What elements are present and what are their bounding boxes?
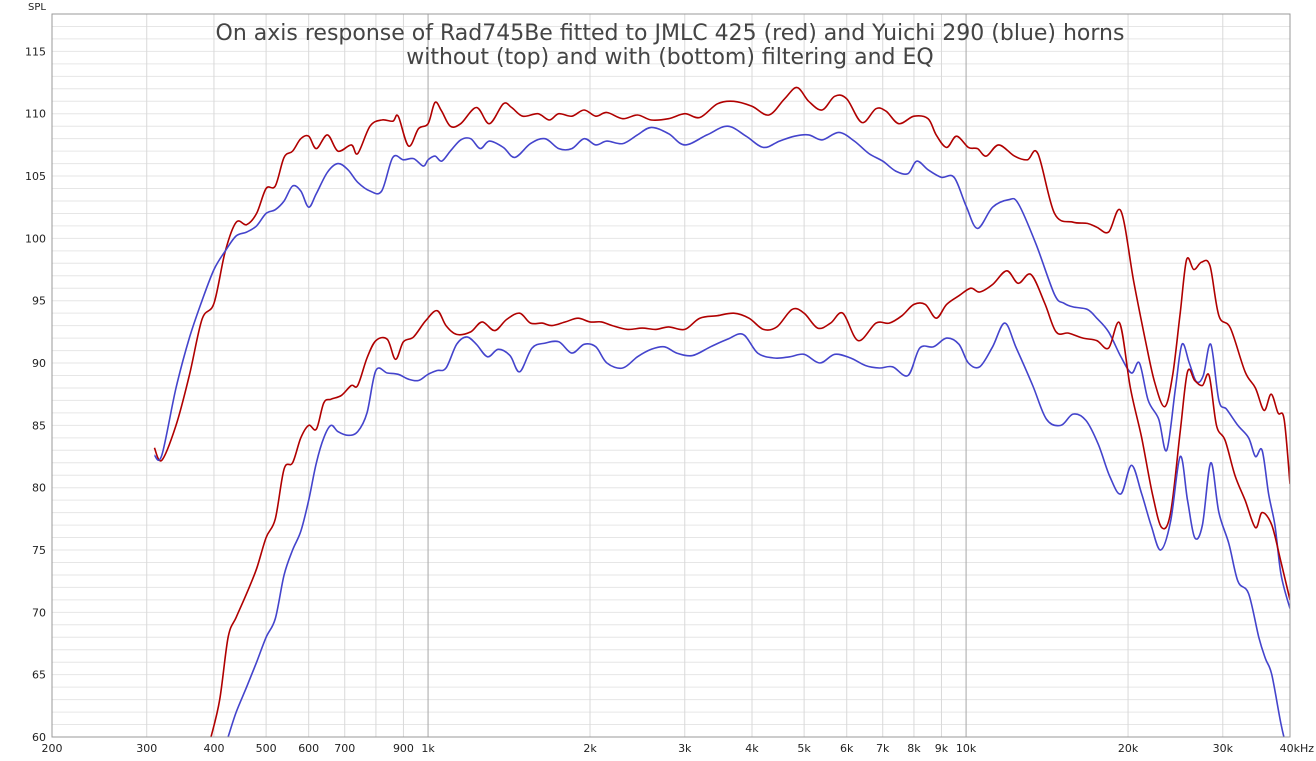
x-tick-label: 300 <box>136 742 157 755</box>
x-tick-label: 900 <box>393 742 414 755</box>
x-tick-label: 7k <box>876 742 890 755</box>
y-tick-label: 105 <box>25 170 46 183</box>
x-tick-label: 600 <box>298 742 319 755</box>
major-grid <box>427 14 967 737</box>
x-tick-label: 1k <box>421 742 435 755</box>
y-tick-label: 60 <box>32 731 46 744</box>
y-axis-ticks: 60 65 70 75 80 85 90 95 100 105 110 115 <box>25 45 46 744</box>
chart-title-line-2: without (top) and with (bottom) filterin… <box>406 45 933 70</box>
y-tick-label: 100 <box>25 232 46 245</box>
x-tick-label: 400 <box>203 742 224 755</box>
minor-grid <box>52 14 1290 737</box>
x-tick-label: 3k <box>678 742 692 755</box>
series-line <box>153 125 1290 609</box>
y-tick-label: 90 <box>32 357 46 370</box>
series-line <box>227 322 1285 737</box>
x-tick-label: 700 <box>334 742 355 755</box>
y-tick-label: 85 <box>32 419 46 432</box>
x-tick-label: 2k <box>583 742 597 755</box>
x-tick-label: 10k <box>956 742 977 755</box>
x-tick-label: 4k <box>745 742 759 755</box>
series-line <box>153 86 1290 485</box>
y-tick-label: 65 <box>32 669 46 682</box>
plot-frame <box>51 13 1291 738</box>
chart-title-line-1: On axis response of Rad745Be fitted to J… <box>216 21 1125 46</box>
x-tick-label: 9k <box>935 742 949 755</box>
x-tick-label: 6k <box>840 742 854 755</box>
y-axis-label: SPL <box>28 2 46 13</box>
response-curves <box>153 86 1290 737</box>
x-tick-label: 5k <box>797 742 811 755</box>
y-tick-label: 70 <box>32 606 46 619</box>
x-tick-label: 20k <box>1118 742 1139 755</box>
x-tick-label: 200 <box>42 742 63 755</box>
y-tick-label: 80 <box>32 482 46 495</box>
y-tick-label: 95 <box>32 295 46 308</box>
series-line <box>210 270 1290 737</box>
x-tick-label: 500 <box>256 742 277 755</box>
x-tick-label: 40kHz <box>1280 742 1315 755</box>
y-tick-label: 110 <box>25 108 46 121</box>
x-tick-label: 8k <box>907 742 921 755</box>
x-axis-ticks: 200 300 400 500 600 700 900 1k 2k 3k 4k 5k 6k 7k 8k 9k 1… <box>42 742 1315 755</box>
y-tick-label: 75 <box>32 544 46 557</box>
x-tick-label: 30k <box>1213 742 1234 755</box>
y-tick-label: 115 <box>25 45 46 58</box>
